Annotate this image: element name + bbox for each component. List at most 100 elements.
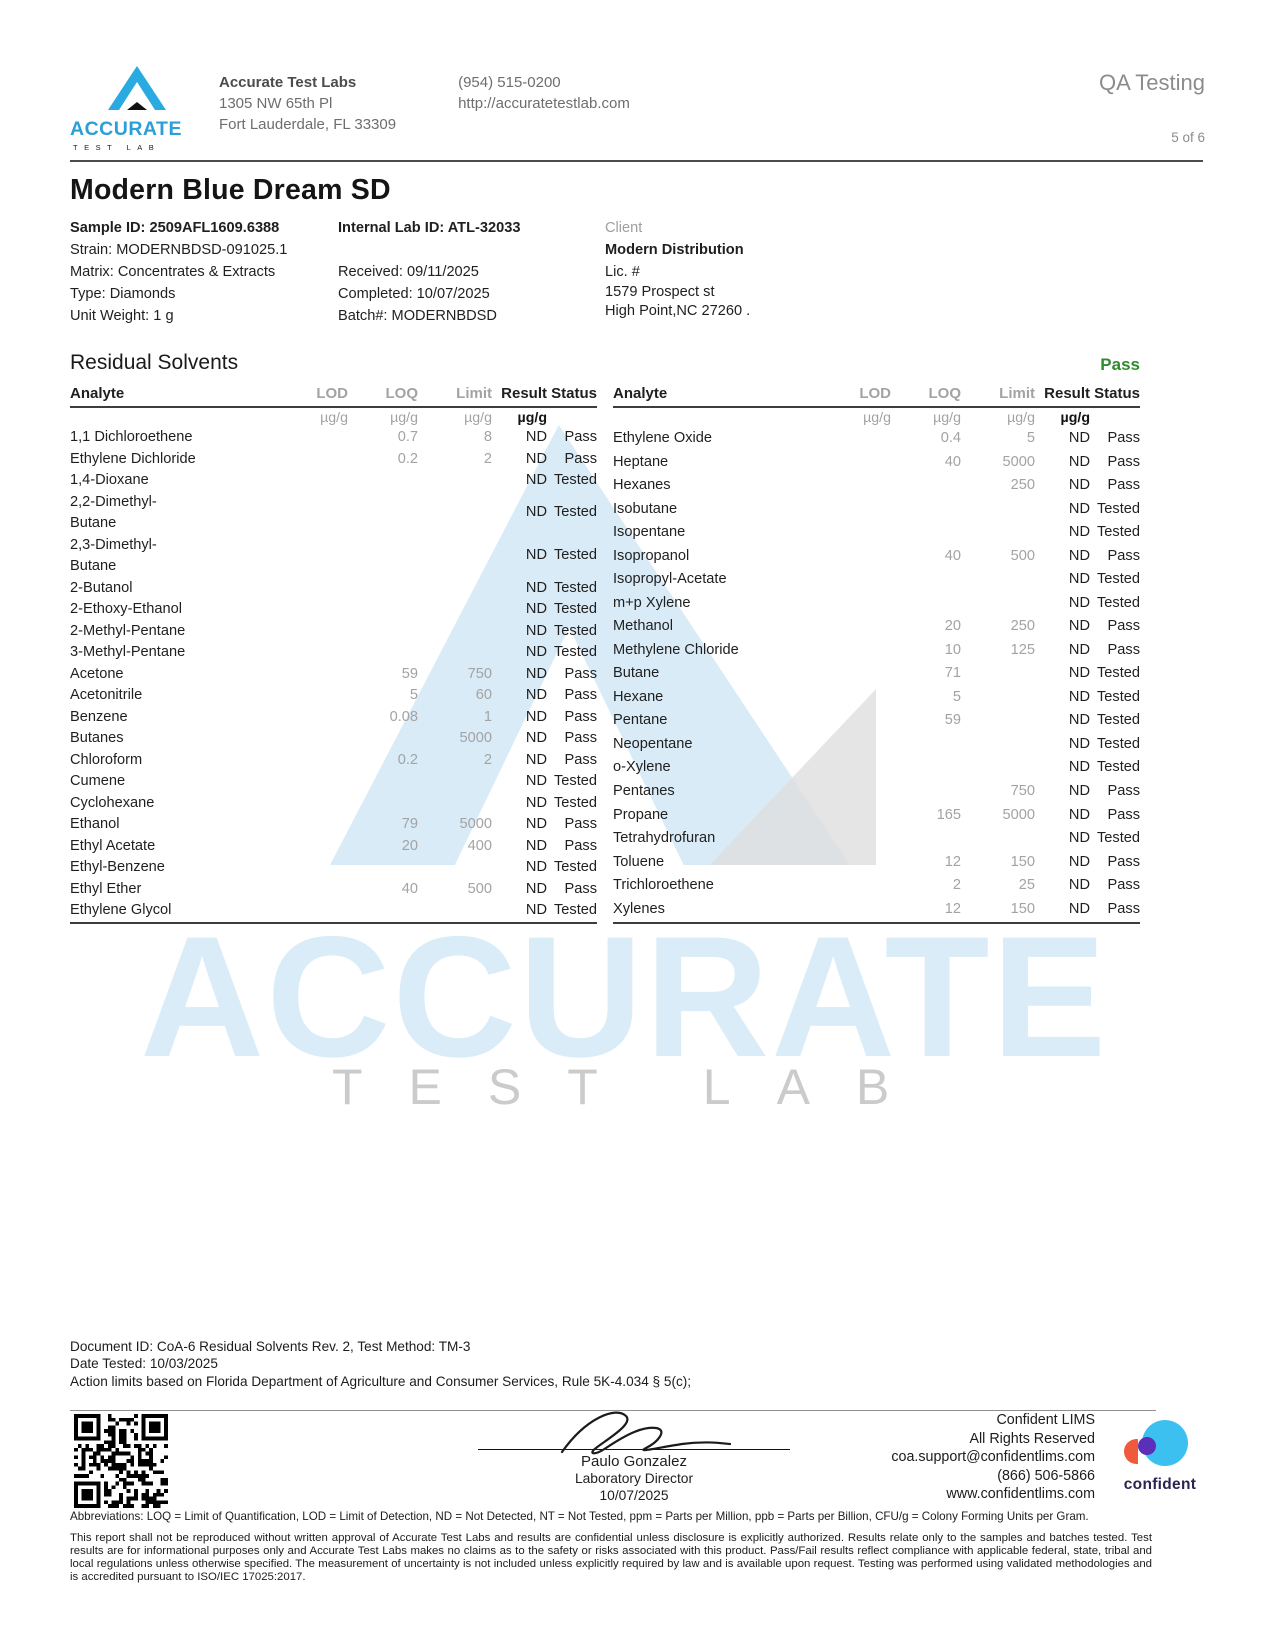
header-right-block: QA Testing 5 of 6 <box>1099 66 1205 152</box>
result-cell: ND <box>525 794 547 811</box>
table-row: Pentane 59 ND Tested <box>613 709 1140 733</box>
status-cell: Tested <box>554 547 597 564</box>
limit-cell <box>418 492 492 535</box>
analyte-cell: 2-Butanol <box>70 579 133 596</box>
table-row: 2-Methyl-Pentane ND Tested <box>70 621 597 643</box>
result-cell: ND <box>525 472 547 488</box>
signatory-title: Laboratory Director <box>574 1471 694 1486</box>
loq-cell <box>348 793 418 815</box>
loq-header: LOQ <box>348 385 418 408</box>
lab-address-line2: Fort Lauderdale, FL 33309 <box>219 116 397 133</box>
signatory-name: Paulo Gonzalez <box>581 1453 687 1470</box>
loq-cell <box>348 470 418 492</box>
abbreviations-text: Abbreviations: LOQ = Limit of Quantifica… <box>70 1510 1089 1523</box>
table-row: Trichloroethene 2 25 ND Pass <box>613 874 1140 898</box>
confident-circles-icon <box>1116 1420 1204 1470</box>
header-divider <box>70 160 1203 162</box>
analyte-cell: Acetonitrile <box>70 687 143 703</box>
loq-cell <box>348 728 418 750</box>
loq-cell: 40 <box>401 880 418 897</box>
lab-address-line1: 1305 NW 65th Pl <box>219 95 333 112</box>
lod-cell <box>825 709 891 733</box>
analyte-cell: Acetone <box>70 665 124 682</box>
limit-cell <box>418 578 492 600</box>
confident-wordmark: confident <box>1123 1476 1197 1493</box>
result-cell: ND <box>1068 735 1090 752</box>
lod-cell <box>825 780 891 804</box>
table-row: Methanol 20 250 ND Pass <box>613 615 1140 639</box>
loq-cell: 59 <box>401 665 418 682</box>
lod-cell <box>825 733 891 757</box>
loq-cell <box>348 771 418 793</box>
status-cell: Pass <box>564 450 597 467</box>
result-cell: ND <box>1068 477 1090 494</box>
legal-block: Abbreviations: LOQ = Limit of Quantifica… <box>70 1510 1152 1584</box>
loq-cell: 59 <box>944 712 961 729</box>
lims-info-block: Confident LIMS All Rights Reserved coa.s… <box>891 1411 1095 1504</box>
limit-cell: 2 <box>483 751 492 768</box>
limit-cell: 5000 <box>459 730 492 746</box>
table-row: Isobutane ND Tested <box>613 498 1140 522</box>
limit-cell <box>961 521 1035 545</box>
analyte-cell: Isopentane <box>613 524 686 541</box>
result-cell: ND <box>525 644 547 660</box>
lod-cell <box>282 900 348 924</box>
lod-cell <box>825 662 891 686</box>
table-row: Butanes 5000 ND Pass <box>70 728 597 750</box>
limit-cell <box>418 535 492 578</box>
lod-cell <box>282 492 348 535</box>
loq-cell: 165 <box>936 806 961 823</box>
table-row: Neopentane ND Tested <box>613 733 1140 757</box>
loq-cell: 40 <box>944 453 961 470</box>
result-cell: ND <box>525 687 547 703</box>
client-block: Client Modern Distribution Lic. # 1579 P… <box>605 217 965 327</box>
lod-cell <box>825 756 891 780</box>
status-cell: Tested <box>1097 735 1140 752</box>
loq-cell: 10 <box>944 641 961 658</box>
loq-cell <box>891 756 961 780</box>
analyte-cell: Methylene Chloride <box>613 641 739 658</box>
strain: Strain: MODERNBDSD-091025.1 <box>70 242 288 258</box>
client-license: Lic. # <box>605 264 640 280</box>
sample-title: Modern Blue Dream SD <box>70 174 391 206</box>
table-row: Methylene Chloride 10 125 ND Pass <box>613 639 1140 663</box>
lod-cell <box>282 707 348 729</box>
table-row: Chloroform 0.2 2 ND Pass <box>70 750 597 772</box>
result-cell: ND <box>492 900 547 924</box>
result-cell: ND <box>1068 806 1090 823</box>
status-cell: Tested <box>554 472 597 488</box>
status-cell: Tested <box>1097 665 1140 682</box>
limit-header: Limit <box>418 385 492 408</box>
status-cell: Tested <box>1097 830 1140 847</box>
result-cell: ND <box>1068 877 1090 894</box>
lims-phone: (866) 506-5866 <box>997 1467 1095 1484</box>
result-cell: ND <box>1068 453 1090 470</box>
loq-cell: 40 <box>944 547 961 564</box>
accurate-text-watermark: ACCURATE <box>140 901 1109 1093</box>
lod-header: LOD <box>282 385 348 408</box>
lod-cell <box>825 615 891 639</box>
table-row: 2-Butanol ND Tested <box>70 578 597 600</box>
loq-cell: 71 <box>944 665 961 682</box>
table-row: Ethyl Ether 40 500 ND Pass <box>70 879 597 901</box>
loq-cell: 79 <box>401 816 418 832</box>
limit-cell: 250 <box>1010 618 1035 635</box>
analyte-cell: Ethyl Acetate <box>70 837 156 854</box>
testlab-text-watermark: TEST LAB <box>332 1059 936 1115</box>
completed-date: Completed: 10/07/2025 <box>338 286 490 302</box>
table-row: 1,4-Dioxane ND Tested <box>70 470 597 492</box>
signature-icon <box>560 1411 732 1455</box>
table-row: Hexanes 250 ND Pass <box>613 474 1140 498</box>
limit-cell <box>961 827 1035 851</box>
table-header-row: Analyte LOD LOQ Limit Result Status <box>70 385 597 408</box>
analyte-cell: 1,4-Dioxane <box>70 472 149 488</box>
result-cell: ND <box>525 579 547 596</box>
lod-header: LOD <box>825 385 891 408</box>
table-row: Xylenes 12 150 ND Pass <box>613 897 1140 924</box>
lab-url: http://accuratetestlab.com <box>458 95 630 112</box>
lod-cell <box>282 621 348 643</box>
lod-cell <box>825 804 891 828</box>
loq-cell <box>348 492 418 535</box>
loq-cell <box>348 857 418 879</box>
table-row: Propane 165 5000 ND Pass <box>613 804 1140 828</box>
